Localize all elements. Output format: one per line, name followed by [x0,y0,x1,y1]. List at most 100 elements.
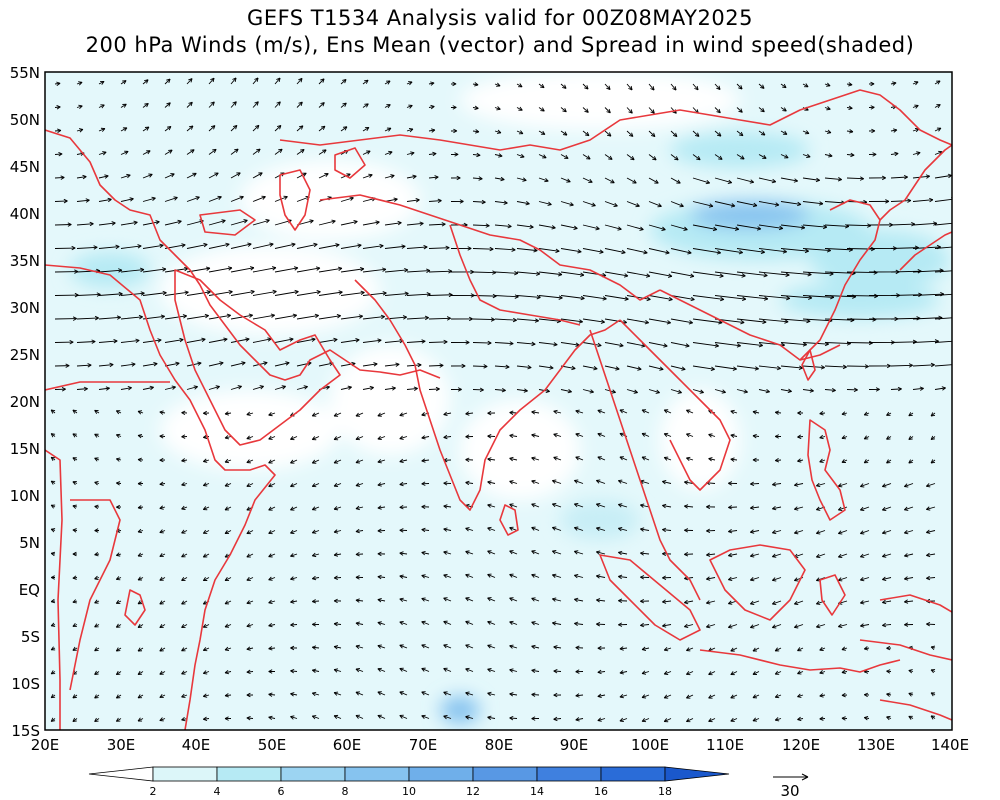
wind-vector-head [377,505,382,510]
wind-vector-head [268,692,273,697]
wind-vector [596,480,606,484]
wind-vector-head [377,435,382,441]
wind-vector-head [882,576,887,581]
wind-vector-head [72,409,77,414]
wind-vector-head [686,433,691,438]
wind-vector [626,83,633,91]
wind-vector-head [487,620,492,625]
wind-vector [780,365,803,369]
wind-vector-head [904,599,909,604]
wind-vector-head [886,435,891,440]
wind-vector [472,318,495,321]
wind-vector [355,622,364,625]
wind-vector-head [785,272,790,277]
wind-vector-head [63,198,68,204]
wind-vector [538,248,560,252]
wind-vector [318,267,342,273]
wind-vector [318,173,329,179]
wind-vector-head [574,573,579,579]
wind-vector [224,459,232,463]
wind-vector [574,503,584,508]
wind-vector-head [50,622,56,627]
wind-vector-head [573,225,578,230]
wind-vector-head [115,717,121,722]
wind-vector [224,624,232,628]
wind-vector [758,130,766,136]
wind-vector-head [606,108,611,114]
wind-vector-head [291,242,296,247]
wind-vector [706,624,716,628]
wind-vector-head [853,387,858,393]
wind-vector-head [202,577,208,582]
wind-vector-head [195,196,200,201]
wind-vector-head [904,553,909,558]
wind-vector-head [687,250,692,255]
wind-vector-head [290,622,295,628]
wind-vector [377,436,386,440]
wind-vector [181,553,188,558]
wind-vector-head [596,574,601,579]
wind-vector [494,154,503,157]
wind-vector-head [104,174,109,179]
wind-vector-head [91,339,96,344]
wind-vector-head [962,292,966,296]
wind-vector-head [443,550,448,555]
wind-vector [76,246,98,249]
wind-vector-head [738,249,743,255]
wind-vector [552,480,562,484]
wind-vector-head [881,483,887,488]
wind-vector-head [580,295,585,301]
wind-vector-head [509,573,514,578]
wind-vector-head [734,226,740,231]
wind-vector-head [714,343,719,348]
wind-vector-head [333,482,339,488]
wind-vector-head [778,225,784,231]
wind-vector-head [752,670,757,675]
wind-vector [824,365,847,368]
wind-vector-head [50,646,56,651]
wind-vector-head [179,337,184,343]
wind-vector [312,483,320,487]
wind-vector [692,365,715,370]
wind-vector-head [630,155,635,161]
wind-vector [538,318,561,322]
wind-vector [428,341,448,343]
wind-vector [860,600,870,604]
wind-vector [355,530,364,533]
wind-vector-head [932,221,938,226]
wind-vector [230,290,255,296]
wind-vector-head [819,646,824,651]
lat-label: 15S [11,722,40,740]
wind-vector [538,295,563,299]
wind-vector [494,295,519,298]
wind-vector [890,341,917,343]
wind-vector-head [203,410,208,416]
wind-vector [465,574,474,578]
wind-vector [758,248,787,253]
wind-vector-head [694,85,699,91]
wind-vector [333,459,342,464]
wind-vector-head [730,717,735,722]
wind-vector [186,149,195,155]
wind-vector-head [224,482,230,487]
wind-vector [252,125,260,132]
wind-vector-head [826,106,831,111]
wind-vector [443,621,452,625]
wind-vector-head [379,243,384,249]
wind-vector [164,78,171,85]
wind-vector-head [246,600,251,605]
wind-vector [552,550,562,555]
wind-vector-head [618,574,623,580]
wind-vector-head [355,598,360,603]
wind-vector-head [465,691,470,696]
wind-vector-head [826,82,831,87]
wind-vector-head [113,339,118,344]
wind-vector-head [786,295,791,301]
wind-vector [362,79,369,85]
wind-vector [926,506,936,510]
wind-vector-head [553,409,558,415]
wind-vector-head [60,175,65,180]
wind-vector-head [863,459,869,464]
wind-vector [664,694,672,699]
wind-vector [384,340,404,343]
